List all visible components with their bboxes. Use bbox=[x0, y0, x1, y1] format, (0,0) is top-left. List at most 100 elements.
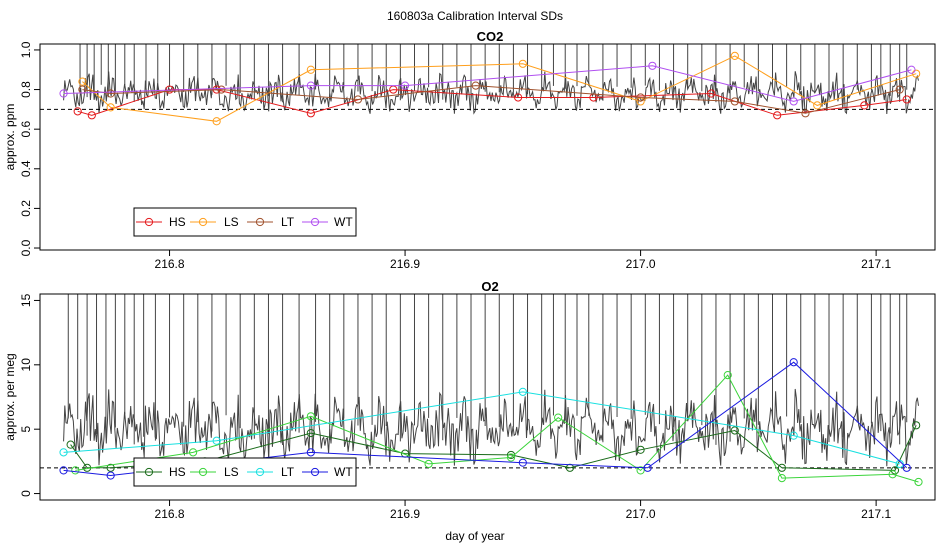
o2-ticks: 216.8 216.9 217.0 217.1 0 5 10 15 bbox=[19, 293, 891, 521]
co2-series-lt-point bbox=[353, 95, 363, 104]
co2-x-tick-label: 217.1 bbox=[861, 257, 891, 271]
co2-series-hs-point bbox=[902, 95, 911, 104]
o2-series-hs-point bbox=[912, 421, 921, 430]
co2-series-wt-line bbox=[63, 65, 912, 102]
o2-plot-frame bbox=[39, 293, 936, 501]
o2-legend-label-hs: HS bbox=[169, 465, 186, 479]
co2-y-axis-label: approx. ppm bbox=[3, 104, 17, 171]
co2-y-tick-label: 1.0 bbox=[19, 41, 33, 58]
co2-y-tick-label: 0.6 bbox=[19, 121, 33, 138]
co2-series-hs-point bbox=[87, 111, 96, 120]
co2-series-hs-point bbox=[73, 107, 82, 116]
co2-legend-label-lt: LT bbox=[281, 215, 295, 229]
co2-series-lt-point bbox=[636, 93, 645, 102]
o2-series-wt-point bbox=[59, 466, 68, 475]
o2-series-ls-point bbox=[554, 413, 563, 422]
o2-series-ls-point bbox=[71, 466, 80, 475]
co2-series-ls-point bbox=[106, 103, 115, 112]
o2-x-tick-label: 217.1 bbox=[861, 507, 891, 521]
o2-series-wt-point bbox=[106, 471, 115, 480]
co2-series-hs-point bbox=[860, 101, 869, 110]
o2-series-hs-point bbox=[106, 463, 115, 472]
co2-series-wt-point bbox=[306, 81, 315, 90]
o2-series-wt-line bbox=[63, 361, 908, 477]
co2-series-lt-point bbox=[730, 97, 739, 106]
co2-series-wt-point bbox=[907, 65, 916, 74]
co2-legend-item-wt: WT bbox=[302, 215, 353, 229]
co2-series-hs-point bbox=[514, 93, 523, 102]
co2-legend-label-hs: HS bbox=[169, 215, 186, 229]
o2-x-tick-label: 216.9 bbox=[390, 507, 420, 521]
o2-legend-item-wt: WT bbox=[302, 465, 353, 479]
o2-series-lt-point bbox=[789, 431, 798, 440]
co2-legend-item-lt: LT bbox=[247, 215, 295, 229]
co2-series-hs-line bbox=[77, 89, 907, 116]
co2-series-hs-point bbox=[306, 109, 315, 118]
co2-legend-item-hs: HS bbox=[136, 215, 186, 229]
o2-series-ls-point bbox=[723, 371, 732, 380]
o2-series-lt-point bbox=[212, 436, 221, 445]
co2-series-ls-point bbox=[518, 59, 527, 68]
o2-series-ls-point bbox=[888, 470, 897, 479]
co2-legend-label-wt: WT bbox=[334, 215, 353, 229]
o2-series-hs-point bbox=[636, 445, 645, 454]
co2-series-lt-line bbox=[82, 85, 900, 114]
co2-legend-item-ls: LS bbox=[190, 215, 239, 229]
co2-panel-title: CO2 bbox=[477, 29, 504, 44]
o2-series-ls-point bbox=[777, 474, 787, 483]
o2-legend: HS LS LT WT bbox=[133, 457, 357, 487]
co2-series-lt-point bbox=[801, 109, 810, 118]
o2-series-lt-point bbox=[518, 387, 527, 396]
o2-y-tick-label: 0 bbox=[19, 490, 33, 497]
co2-x-tick-label: 216.9 bbox=[390, 257, 420, 271]
o2-series-hs-point bbox=[306, 428, 315, 438]
co2-legend: HS LS LT WT bbox=[133, 207, 357, 237]
co2-series-ls-point bbox=[730, 51, 739, 60]
co2-panel: CO2 approx. ppm 216.8 216.9 217.0 217.1 0.0 0… bbox=[3, 29, 936, 271]
o2-raw-trace bbox=[63, 388, 919, 467]
co2-series-hs-point bbox=[773, 111, 782, 120]
co2-y-tick-label: 0.8 bbox=[19, 81, 33, 98]
co2-y-tick-label: 0.0 bbox=[19, 239, 33, 256]
co2-series-ls-point bbox=[78, 77, 87, 86]
co2-y-tick-label: 0.4 bbox=[19, 160, 33, 177]
co2-series-ls-point bbox=[912, 69, 921, 78]
co2-x-tick-label: 217.0 bbox=[626, 257, 656, 271]
o2-series-lt-line bbox=[63, 391, 900, 465]
co2-series-lt-point bbox=[106, 89, 115, 98]
o2-series-ls-point bbox=[636, 466, 645, 475]
o2-x-tick-label: 216.8 bbox=[155, 507, 185, 521]
o2-y-axis-label: approx. per meg bbox=[3, 353, 17, 440]
co2-series-wt-point bbox=[648, 61, 657, 70]
co2-series-ls-point bbox=[306, 65, 315, 74]
co2-plot-inner bbox=[40, 44, 935, 126]
o2-plot-inner bbox=[40, 294, 935, 487]
o2-panel: O2 approx. per meg 216.8 216.9 217.0 217.1 0… bbox=[3, 279, 936, 521]
o2-series-ls-point bbox=[424, 459, 433, 469]
o2-x-tick-label: 217.0 bbox=[626, 507, 656, 521]
figure-suptitle: 160803a Calibration Interval SDs bbox=[387, 9, 563, 23]
o2-y-tick-label: 15 bbox=[19, 293, 33, 307]
o2-series-ls-point bbox=[914, 477, 923, 487]
o2-plot-area bbox=[40, 294, 935, 487]
o2-legend-item-ls: LS bbox=[190, 465, 239, 479]
co2-x-tick-label: 216.8 bbox=[155, 257, 185, 271]
co2-ticks: 216.8 216.9 217.0 217.1 0.0 0.2 0.4 0.6 0.8 1.0 bbox=[19, 41, 891, 271]
co2-plot-area bbox=[40, 44, 935, 126]
o2-series-hs-point bbox=[730, 426, 739, 435]
o2-legend-label-lt: LT bbox=[281, 465, 295, 479]
o2-legend-item-lt: LT bbox=[247, 465, 295, 479]
o2-series-ls-line bbox=[75, 374, 919, 483]
co2-y-tick-label: 0.2 bbox=[19, 200, 33, 217]
o2-series-ls-point bbox=[306, 412, 315, 421]
o2-series-wt-point bbox=[306, 448, 315, 457]
co2-series-lt-point bbox=[217, 85, 226, 94]
o2-series-lt-point bbox=[59, 448, 68, 457]
co2-series-ls-point bbox=[212, 117, 221, 126]
o2-legend-label-ls: LS bbox=[224, 465, 239, 479]
o2-panel-title: O2 bbox=[481, 279, 498, 294]
co2-series-ls-point bbox=[813, 101, 822, 110]
o2-series-wt-point bbox=[789, 358, 798, 367]
o2-y-tick-label: 10 bbox=[19, 358, 33, 372]
